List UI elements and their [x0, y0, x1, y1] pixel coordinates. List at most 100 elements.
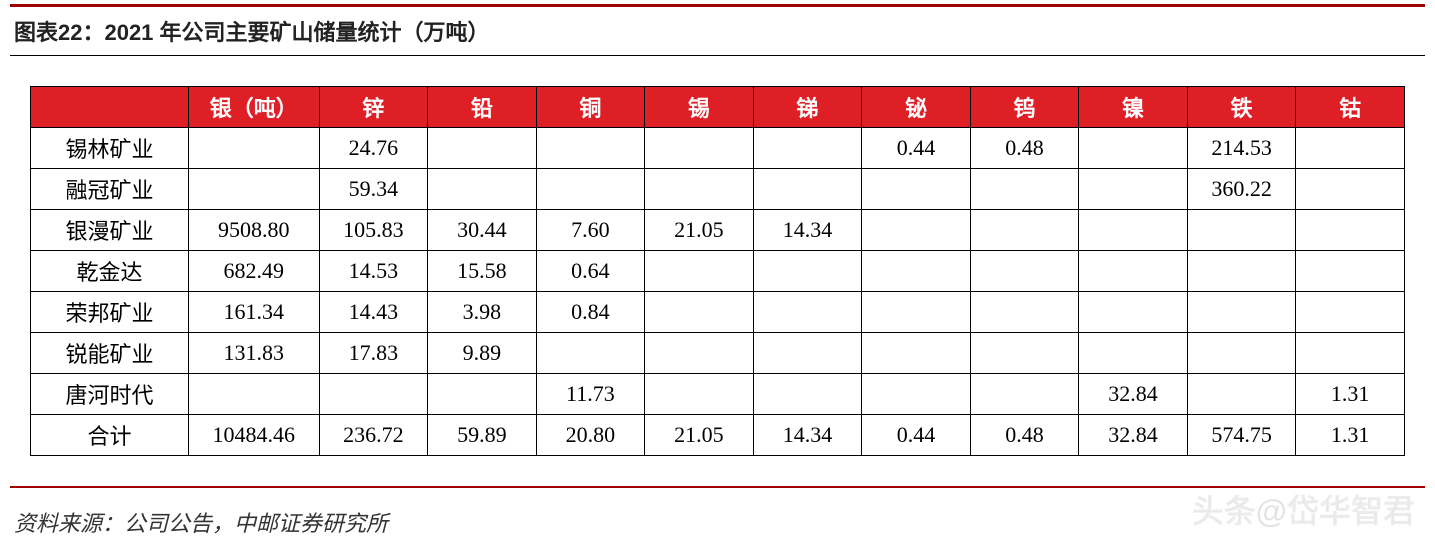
cell: 9.89: [428, 333, 537, 374]
cell: 10484.46: [189, 415, 320, 456]
cell: [1079, 292, 1188, 333]
cell: [1187, 374, 1296, 415]
cell: [970, 210, 1079, 251]
cell: [189, 169, 320, 210]
table-row: 乾金达682.4914.5315.580.64: [31, 251, 1405, 292]
cell: [1296, 333, 1405, 374]
col-header: 铅: [428, 87, 537, 128]
cell: [645, 374, 754, 415]
cell: [1079, 251, 1188, 292]
cell: [536, 333, 645, 374]
cell: [428, 169, 537, 210]
cell: 0.48: [970, 415, 1079, 456]
cell: 0.64: [536, 251, 645, 292]
cell: [536, 169, 645, 210]
cell: [970, 169, 1079, 210]
cell: [319, 374, 428, 415]
cell: [970, 292, 1079, 333]
cell: 24.76: [319, 128, 428, 169]
cell: 1.31: [1296, 374, 1405, 415]
col-header: 锌: [319, 87, 428, 128]
cell: 161.34: [189, 292, 320, 333]
cell: [189, 128, 320, 169]
cell: [753, 169, 862, 210]
cell: 32.84: [1079, 415, 1188, 456]
cell: [1079, 333, 1188, 374]
cell: [1187, 210, 1296, 251]
row-label: 荣邦矿业: [31, 292, 189, 333]
cell: [1079, 210, 1188, 251]
cell: 236.72: [319, 415, 428, 456]
table-row: 合计10484.46236.7259.8920.8021.0514.340.44…: [31, 415, 1405, 456]
cell: [862, 333, 971, 374]
table-row: 唐河时代11.7332.841.31: [31, 374, 1405, 415]
col-header: 锡: [645, 87, 754, 128]
row-label: 乾金达: [31, 251, 189, 292]
col-header: 铜: [536, 87, 645, 128]
cell: [645, 333, 754, 374]
cell: 9508.80: [189, 210, 320, 251]
cell: [428, 374, 537, 415]
cell: [862, 169, 971, 210]
cell: [645, 169, 754, 210]
col-header: 镍: [1079, 87, 1188, 128]
table-row: 荣邦矿业161.3414.433.980.84: [31, 292, 1405, 333]
cell: [862, 251, 971, 292]
cell: 0.44: [862, 415, 971, 456]
cell: [970, 374, 1079, 415]
row-label: 合计: [31, 415, 189, 456]
table-row: 银漫矿业9508.80105.8330.447.6021.0514.34: [31, 210, 1405, 251]
row-label: 融冠矿业: [31, 169, 189, 210]
cell: 682.49: [189, 251, 320, 292]
cell: [1079, 128, 1188, 169]
cell: [753, 292, 862, 333]
cell: [753, 128, 862, 169]
col-header: [31, 87, 189, 128]
cell: [862, 292, 971, 333]
cell: 14.34: [753, 210, 862, 251]
cell: 0.44: [862, 128, 971, 169]
cell: [1187, 333, 1296, 374]
cell: 14.34: [753, 415, 862, 456]
cell: 14.43: [319, 292, 428, 333]
reserves-table: 银（吨） 锌 铅 铜 锡 锑 铋 钨 镍 铁 钴 锡林矿业24.760.440.…: [30, 86, 1405, 456]
cell: 30.44: [428, 210, 537, 251]
cell: 360.22: [1187, 169, 1296, 210]
cell: 0.84: [536, 292, 645, 333]
cell: 59.89: [428, 415, 537, 456]
cell: 32.84: [1079, 374, 1188, 415]
cell: [1187, 251, 1296, 292]
cell: 14.53: [319, 251, 428, 292]
col-header: 银（吨）: [189, 87, 320, 128]
cell: 131.83: [189, 333, 320, 374]
cell: [1079, 169, 1188, 210]
cell: 21.05: [645, 415, 754, 456]
cell: [753, 374, 862, 415]
cell: 7.60: [536, 210, 645, 251]
cell: 105.83: [319, 210, 428, 251]
cell: [1296, 128, 1405, 169]
cell: [1296, 251, 1405, 292]
cell: 21.05: [645, 210, 754, 251]
col-header: 钴: [1296, 87, 1405, 128]
cell: [536, 128, 645, 169]
cell: [753, 333, 862, 374]
cell: [428, 128, 537, 169]
chart-title: 图表22：2021 年公司主要矿山储量统计（万吨）: [10, 4, 1425, 56]
table-header-row: 银（吨） 锌 铅 铜 锡 锑 铋 钨 镍 铁 钴: [31, 87, 1405, 128]
cell: [645, 128, 754, 169]
col-header: 钨: [970, 87, 1079, 128]
cell: [970, 333, 1079, 374]
row-label: 锡林矿业: [31, 128, 189, 169]
cell: [862, 374, 971, 415]
cell: 59.34: [319, 169, 428, 210]
source-note: 资料来源：公司公告，中邮证券研究所: [10, 488, 1425, 542]
cell: 3.98: [428, 292, 537, 333]
cell: [1296, 210, 1405, 251]
col-header: 铋: [862, 87, 971, 128]
table-container: 银（吨） 锌 铅 铜 锡 锑 铋 钨 镍 铁 钴 锡林矿业24.760.440.…: [10, 56, 1425, 488]
cell: [645, 292, 754, 333]
cell: 17.83: [319, 333, 428, 374]
cell: [753, 251, 862, 292]
cell: 574.75: [1187, 415, 1296, 456]
